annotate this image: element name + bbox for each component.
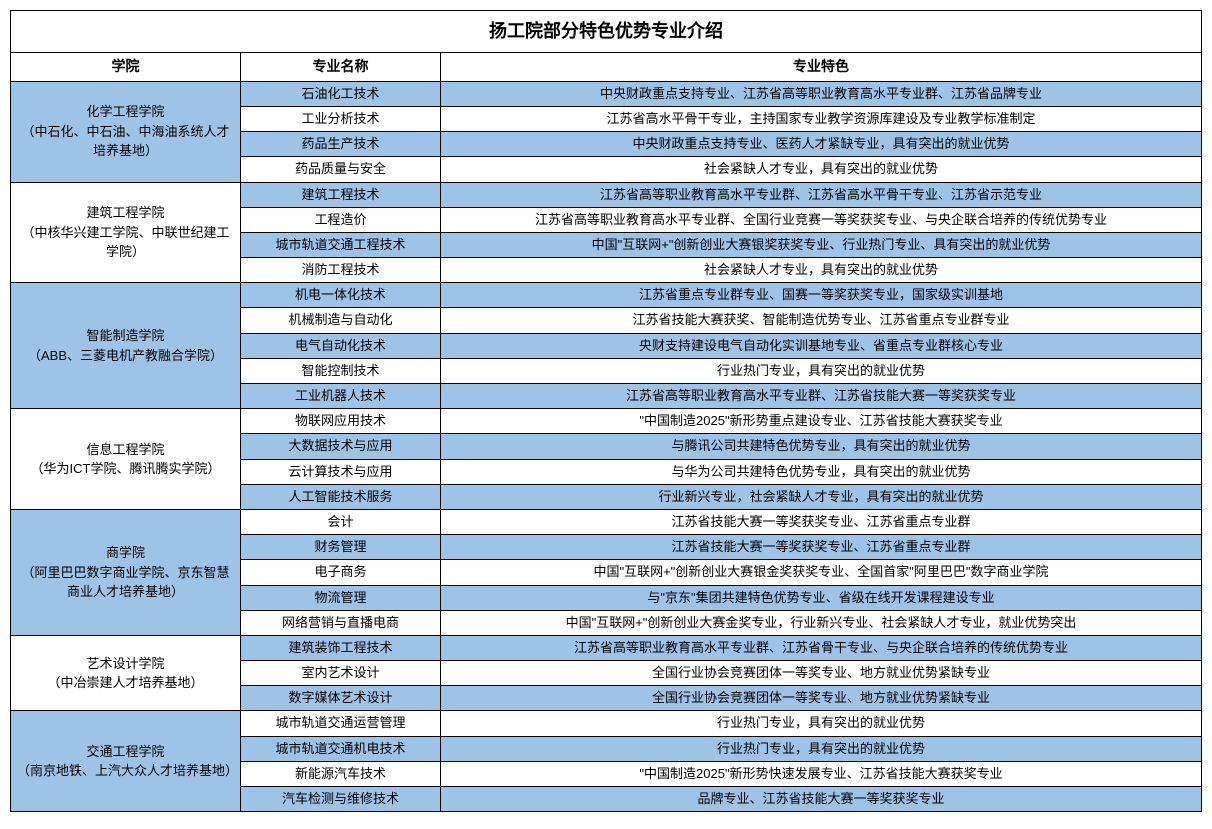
college-name-line: 化学工程学院 (86, 104, 164, 119)
major-cell: 电气自动化技术 (241, 333, 441, 358)
major-cell: 工程造价 (241, 207, 441, 232)
major-cell: 云计算技术与应用 (241, 459, 441, 484)
feature-cell: 江苏省高等职业教育高水平专业群、江苏省技能大赛一等奖获奖专业 (441, 384, 1202, 409)
college-cell: 建筑工程学院 （中核华兴建工学院、中联世纪建工学院） (11, 182, 241, 283)
major-cell: 汽车检测与维修技术 (241, 787, 441, 812)
major-cell: 药品生产技术 (241, 132, 441, 157)
feature-cell: 行业热门专业，具有突出的就业优势 (441, 736, 1202, 761)
college-name-line: （阿里巴巴数字商业学院、京东智慧商业人才培养基地） (21, 565, 229, 600)
college-name-line: （华为ICT学院、腾讯腾实学院） (31, 461, 221, 476)
table-container: 扬工院部分特色优势专业介绍 学院 专业名称 专业特色 化学工程学院（中石化、中石… (10, 10, 1202, 812)
college-name-line: （南京地铁、上汽大众人才培养基地） (17, 763, 238, 778)
college-name-line: 建筑工程学院 (86, 205, 164, 220)
table-row: 建筑工程学院（中核华兴建工学院、中联世纪建工学院）建筑工程技术江苏省高等职业教育… (11, 182, 1202, 207)
major-cell: 建筑工程技术 (241, 182, 441, 207)
feature-cell: "中国制造2025"新形势快速发展专业、江苏省技能大赛获奖专业 (441, 761, 1202, 786)
feature-cell: 社会紧缺人才专业，具有突出的就业优势 (441, 157, 1202, 182)
major-cell: 物流管理 (241, 585, 441, 610)
major-cell: 网络营销与直播电商 (241, 610, 441, 635)
college-name-line: 信息工程学院 (86, 442, 164, 457)
college-name-line: （中冶崇建人才培养基地） (47, 675, 203, 690)
feature-cell: 与华为公司共建特色优势专业，具有突出的就业优势 (441, 459, 1202, 484)
major-cell: 城市轨道交通运营管理 (241, 711, 441, 736)
table-row: 交通工程学院（南京地铁、上汽大众人才培养基地）城市轨道交通运营管理行业热门专业，… (11, 711, 1202, 736)
table-row: 化学工程学院（中石化、中石油、中海油系统人才培养基地）石油化工技术中央财政重点支… (11, 81, 1202, 106)
college-name-line: 交通工程学院 (86, 744, 164, 759)
major-cell: 城市轨道交通工程技术 (241, 232, 441, 257)
page-title: 扬工院部分特色优势专业介绍 (11, 11, 1202, 53)
table-row: 智能制造学院（ABB、三菱电机产教融合学院）机电一体化技术江苏省重点专业群专业、… (11, 283, 1202, 308)
major-cell: 人工智能技术服务 (241, 484, 441, 509)
feature-cell: 与"京东"集团共建特色优势专业、省级在线开发课程建设专业 (441, 585, 1202, 610)
major-cell: 药品质量与安全 (241, 157, 441, 182)
college-name-line: 智能制造学院 (86, 328, 164, 343)
feature-cell: 江苏省高等职业教育高水平专业群、江苏省骨干专业、与央企联合培养的传统优势专业 (441, 635, 1202, 660)
major-cell: 机电一体化技术 (241, 283, 441, 308)
feature-cell: 品牌专业、江苏省技能大赛一等奖获奖专业 (441, 787, 1202, 812)
major-cell: 大数据技术与应用 (241, 434, 441, 459)
feature-cell: "中国制造2025"新形势重点建设专业、江苏省技能大赛获奖专业 (441, 409, 1202, 434)
major-cell: 会计 (241, 509, 441, 534)
major-cell: 城市轨道交通机电技术 (241, 736, 441, 761)
feature-cell: 全国行业协会竞赛团体一等奖专业、地方就业优势紧缺专业 (441, 661, 1202, 686)
college-cell: 化学工程学院 （中石化、中石油、中海油系统人才培养基地） (11, 81, 241, 182)
feature-cell: 行业热门专业，具有突出的就业优势 (441, 358, 1202, 383)
majors-table: 扬工院部分特色优势专业介绍 学院 专业名称 专业特色 化学工程学院（中石化、中石… (10, 10, 1202, 812)
feature-cell: 中国"互联网+"创新创业大赛金奖专业，行业新兴专业、社会紧缺人才专业，就业优势突… (441, 610, 1202, 635)
feature-cell: 行业热门专业，具有突出的就业优势 (441, 711, 1202, 736)
college-cell: 艺术设计学院 （中冶崇建人才培养基地） (11, 635, 241, 711)
college-name-line: （中石化、中石油、中海油系统人才培养基地） (21, 124, 229, 159)
feature-cell: 江苏省技能大赛一等奖获奖专业、江苏省重点专业群 (441, 535, 1202, 560)
feature-cell: 中国"互联网+"创新创业大赛银金奖获奖专业、全国首家"阿里巴巴"数字商业学院 (441, 560, 1202, 585)
feature-cell: 江苏省高等职业教育高水平专业群、全国行业竞赛一等奖获奖专业、与央企联合培养的传统… (441, 207, 1202, 232)
college-cell: 智能制造学院 （ABB、三菱电机产教融合学院） (11, 283, 241, 409)
feature-cell: 社会紧缺人才专业，具有突出的就业优势 (441, 258, 1202, 283)
feature-cell: 江苏省技能大赛一等奖获奖专业、江苏省重点专业群 (441, 509, 1202, 534)
major-cell: 物联网应用技术 (241, 409, 441, 434)
table-row: 信息工程学院（华为ICT学院、腾讯腾实学院）物联网应用技术"中国制造2025"新… (11, 409, 1202, 434)
major-cell: 机械制造与自动化 (241, 308, 441, 333)
feature-cell: 全国行业协会竞赛团体一等奖专业、地方就业优势紧缺专业 (441, 686, 1202, 711)
table-row: 艺术设计学院（中冶崇建人才培养基地）建筑装饰工程技术江苏省高等职业教育高水平专业… (11, 635, 1202, 660)
major-cell: 智能控制技术 (241, 358, 441, 383)
major-cell: 新能源汽车技术 (241, 761, 441, 786)
feature-cell: 中国"互联网+"创新创业大赛银奖获奖专业、行业热门专业、具有突出的就业优势 (441, 232, 1202, 257)
header-major: 专业名称 (241, 53, 441, 82)
college-cell: 交通工程学院 （南京地铁、上汽大众人才培养基地） (11, 711, 241, 812)
college-name-line: （ABB、三菱电机产教融合学院） (28, 348, 223, 363)
feature-cell: 江苏省高等职业教育高水平专业群、江苏省高水平骨干专业、江苏省示范专业 (441, 182, 1202, 207)
major-cell: 电子商务 (241, 560, 441, 585)
major-cell: 工业分析技术 (241, 106, 441, 131)
college-name-line: （中核华兴建工学院、中联世纪建工学院） (21, 225, 229, 260)
college-cell: 信息工程学院 （华为ICT学院、腾讯腾实学院） (11, 409, 241, 510)
header-feature: 专业特色 (441, 53, 1202, 82)
header-college: 学院 (11, 53, 241, 82)
major-cell: 室内艺术设计 (241, 661, 441, 686)
feature-cell: 中央财政重点支持专业、江苏省高等职业教育高水平专业群、江苏省品牌专业 (441, 81, 1202, 106)
feature-cell: 与腾讯公司共建特色优势专业，具有突出的就业优势 (441, 434, 1202, 459)
feature-cell: 江苏省重点专业群专业、国赛一等奖获奖专业，国家级实训基地 (441, 283, 1202, 308)
table-row: 商学院（阿里巴巴数字商业学院、京东智慧商业人才培养基地）会计江苏省技能大赛一等奖… (11, 509, 1202, 534)
feature-cell: 中央财政重点支持专业、医药人才紧缺专业，具有突出的就业优势 (441, 132, 1202, 157)
major-cell: 财务管理 (241, 535, 441, 560)
feature-cell: 江苏省技能大赛获奖、智能制造优势专业、江苏省重点专业群专业 (441, 308, 1202, 333)
major-cell: 工业机器人技术 (241, 384, 441, 409)
header-row: 学院 专业名称 专业特色 (11, 53, 1202, 82)
feature-cell: 行业新兴专业，社会紧缺人才专业，具有突出的就业优势 (441, 484, 1202, 509)
college-name-line: 艺术设计学院 (86, 656, 164, 671)
major-cell: 建筑装饰工程技术 (241, 635, 441, 660)
title-row: 扬工院部分特色优势专业介绍 (11, 11, 1202, 53)
major-cell: 石油化工技术 (241, 81, 441, 106)
feature-cell: 江苏省高水平骨干专业，主持国家专业教学资源库建设及专业教学标准制定 (441, 106, 1202, 131)
feature-cell: 央财支持建设电气自动化实训基地专业、省重点专业群核心专业 (441, 333, 1202, 358)
major-cell: 数字媒体艺术设计 (241, 686, 441, 711)
major-cell: 消防工程技术 (241, 258, 441, 283)
college-cell: 商学院 （阿里巴巴数字商业学院、京东智慧商业人才培养基地） (11, 509, 241, 635)
college-name-line: 商学院 (106, 545, 145, 560)
